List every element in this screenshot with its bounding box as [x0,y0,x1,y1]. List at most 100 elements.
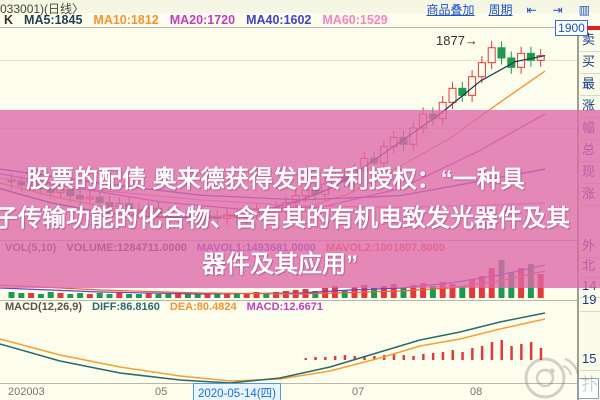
macd-hist-bar [451,350,454,360]
macd-hist-bar [304,358,307,360]
candle [497,47,506,59]
macd-hist-bar [314,357,317,360]
candle [487,47,496,64]
volume-bar [253,292,260,298]
volume-bar [194,294,201,298]
candle [507,57,516,68]
volume-bar [282,291,289,298]
macd-item-3: MACD:12.6671 [246,301,323,313]
macd-hist-bar [392,354,396,360]
sidebar-row-11: 19 [580,290,600,312]
volume-bar [224,293,231,298]
macd-hist-bar [529,342,533,360]
x-tick-2: 07 [352,386,365,398]
candle [448,87,457,103]
candle [536,55,545,61]
volume-bar [243,293,250,298]
candle [468,76,477,96]
weibo-watermark-icon: 扑 [524,357,598,399]
volume-bar [312,291,319,298]
volume-bar [155,294,162,298]
macd-hist-bar [373,356,376,360]
candle [477,62,486,78]
kline-label: K [4,13,14,27]
macd-hist-bar [441,352,445,360]
price-level-line [587,26,600,30]
title-bar: 033001)(日线〉 [0,0,600,16]
sidebar-footer-box[interactable] [578,378,599,399]
ma-item-4: MA60:1529 [322,13,388,27]
volume-bar [37,294,44,298]
banner-line-3: 器件及其应用” [202,251,358,278]
volume-bar [273,292,280,298]
volume-bar [96,293,103,298]
sidebar-row-1: 买 [580,52,600,74]
news-overlay-banner: 股票的配债 奥来德获得发明专利授权：“一种具 子传输功能的化合物、含有其的有机电… [0,110,600,288]
overlay-menu-button[interactable]: 商品叠加 [426,3,475,17]
volume-bar [331,286,338,298]
ma-item-3: MA40:1602 [246,13,312,27]
candle [526,52,535,61]
volume-bar [175,293,182,298]
volume-bar [116,293,123,298]
volume-bar [126,294,133,298]
macd-hist-bar [510,346,513,360]
x-tick-0: 202003 [8,386,45,398]
macd-hist-bar [343,355,347,360]
layout-panes-icon[interactable]: ▥ [578,2,592,17]
volume-bar [429,286,436,298]
price-level-badge: 1900 [555,20,588,36]
macd-legend-row: MACD(12,26,9) DIFF:86.8160 DEA:80.4824 MACD… [5,301,323,313]
volume-bar [47,292,54,298]
macd-hist-bar [539,348,543,360]
volume-bar [106,294,113,298]
instrument-title: 033001)(日线〉 [0,2,85,16]
macd-hist-bar [333,356,337,360]
macd-hist-bar [353,356,356,360]
volume-bar [449,284,456,298]
watermark-text: 扑 [581,375,598,394]
macd-hist-bar [402,355,405,360]
period-menu-button[interactable]: 周期 [488,3,513,17]
ma-item-0: MA5:1845 [24,13,83,27]
macd-item-2: DEA:80.4824 [169,301,237,313]
high-annotation: 1877→ [436,33,478,48]
volume-bar [420,283,427,298]
volume-bar [77,293,84,298]
page-right-icon[interactable]: ⇥ [552,2,565,17]
volume-bar [18,293,25,298]
macd-item-0: MACD(12,26,9) [5,301,83,313]
macd-hist-bar [431,353,435,360]
macd-hist-bar [520,344,523,360]
volume-bar [400,288,407,298]
chart-toolbar: 商品叠加 周期 ⇤ ⇥ ▥ [427,1,593,18]
volume-bar [469,280,476,298]
time-axis: 2020-05-14(四) 202003 05 07 08 [0,383,600,400]
ma-item-1: MA10:1812 [93,13,159,27]
volume-bar [8,292,15,298]
macd-hist-bar [422,354,425,360]
sidebar-row-2: 最 [580,74,600,96]
volume-bar [184,294,191,298]
volume-bar [233,294,240,298]
volume-bar [165,294,172,298]
banner-line-1: 股票的配债 奥来德获得发明专利授权：“一种具 [26,166,525,193]
macd-hist-bar [490,342,494,360]
x-tick-1: 05 [155,386,168,398]
macd-hist-bar [471,348,474,360]
macd-hist-bar [461,352,464,360]
page-left-icon[interactable]: ⇤ [526,2,539,17]
macd-hist-bar [324,357,327,360]
volume-bar [371,288,378,298]
ma-item-2: MA20:1720 [169,13,236,27]
volume-bar [439,282,446,298]
ma-legend-row: K MA5:1845 MA10:1812 MA20:1720 MA40:1602 MA6… [4,13,574,27]
x-tick-3: 08 [470,386,483,398]
volume-bar [459,286,466,298]
volume-bar [410,285,417,298]
crosshair-date-badge: 2020-05-14(四) [193,383,281,400]
macd-hist-bar [500,340,503,360]
macd-hist-bar [412,356,415,360]
sidebar-row-12: 15 [580,349,600,371]
